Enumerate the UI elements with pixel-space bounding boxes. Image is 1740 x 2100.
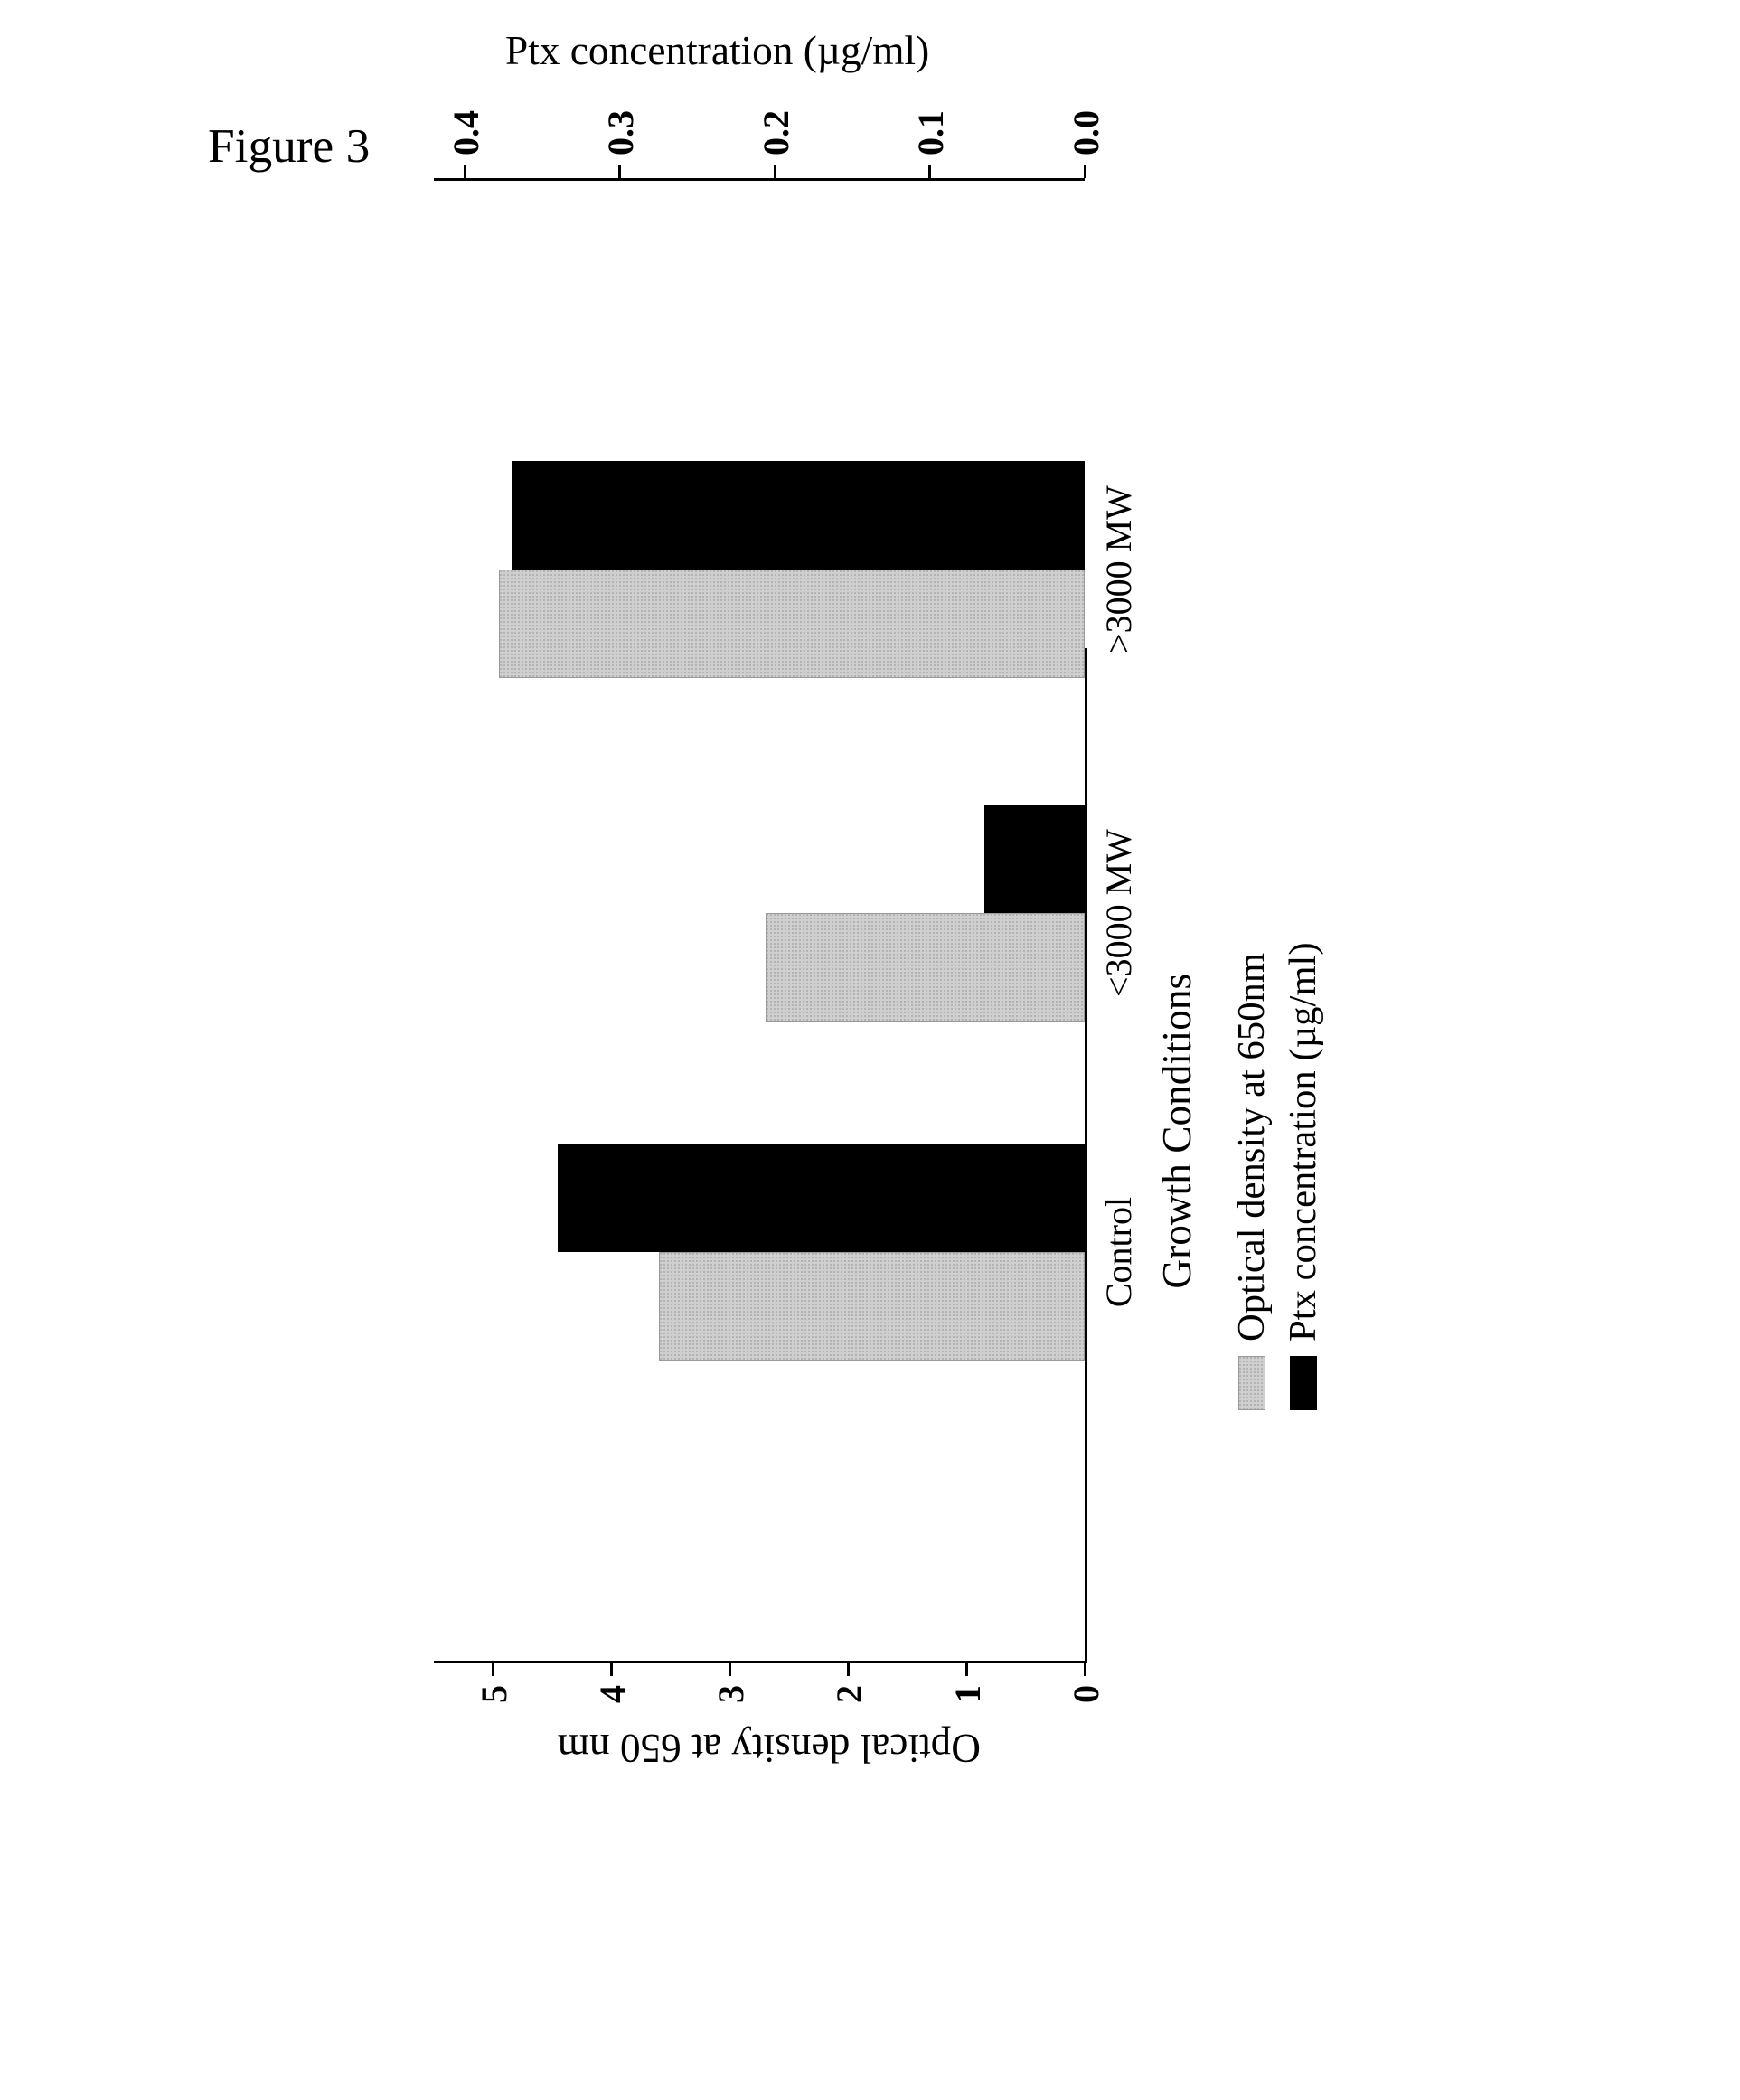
legend-swatch-gray <box>1238 1356 1265 1410</box>
right-y-tick-label: 0.3 <box>599 110 642 155</box>
legend-label: Optical density at 650nm <box>1229 953 1274 1342</box>
right-y-tick <box>464 165 466 178</box>
left-y-tick <box>610 1663 613 1676</box>
right-y-tick <box>1084 165 1086 178</box>
bar-ptx-concentration <box>512 461 1085 570</box>
legend-row: Optical density at 650nm <box>1229 942 1274 1410</box>
left-y-tick-label: 3 <box>710 1685 752 1703</box>
chart-rotated-container: 012345 Optical density at 650 nm 0.00.10… <box>307 244 1528 1916</box>
right-y-tick-label: 0.4 <box>445 110 487 155</box>
right-y-tick-label: 0.2 <box>755 110 797 155</box>
page: Figure 3 0 1 2 3 4 5 Optical density at 650 n… <box>0 0 1740 2100</box>
right-y-tick <box>928 165 931 178</box>
right-y-axis-label: Ptx concentration (µg/ml) <box>505 27 929 74</box>
figure-title: Figure 3 <box>208 118 370 174</box>
chart-frame: 012345 Optical density at 650 nm 0.00.10… <box>307 244 1528 1916</box>
legend: Optical density at 650nmPtx concentratio… <box>1229 942 1332 1410</box>
legend-swatch-black <box>1290 1356 1317 1410</box>
x-category-label: Control <box>1097 1125 1140 1379</box>
bar-ptx-concentration <box>558 1144 1085 1252</box>
right-y-tick <box>774 165 776 178</box>
left-y-tick <box>965 1663 968 1676</box>
left-y-tick-label: 4 <box>591 1685 634 1703</box>
x-category-label: <3000 MW <box>1097 786 1140 1040</box>
left-y-tick-label: 1 <box>946 1685 989 1703</box>
x-category-label: >3000 MW <box>1097 443 1140 696</box>
left-y-tick-label: 0 <box>1065 1685 1107 1703</box>
left-y-tick-label: 2 <box>828 1685 870 1703</box>
left-y-tick <box>492 1663 494 1676</box>
legend-label: Ptx concentration (µg/ml) <box>1281 942 1325 1342</box>
right-y-tick <box>618 165 621 178</box>
right-y-tick-label: 0.1 <box>909 110 952 155</box>
bar-ptx-concentration <box>984 805 1085 913</box>
right-y-axis-line <box>434 178 1085 181</box>
left-y-axis-label: Optical density at 650 nm <box>557 1725 980 1772</box>
x-axis-label: Growth Conditions <box>1153 974 1200 1289</box>
bar-optical-density <box>766 913 1085 1022</box>
left-y-tick-label: 5 <box>473 1685 515 1703</box>
right-y-tick-label: 0.0 <box>1065 110 1107 155</box>
bar-optical-density <box>499 570 1085 678</box>
left-y-tick <box>729 1663 731 1676</box>
legend-row: Ptx concentration (µg/ml) <box>1281 942 1325 1410</box>
bar-optical-density <box>659 1252 1085 1361</box>
left-y-tick <box>847 1663 850 1676</box>
left-y-tick <box>1084 1663 1086 1676</box>
